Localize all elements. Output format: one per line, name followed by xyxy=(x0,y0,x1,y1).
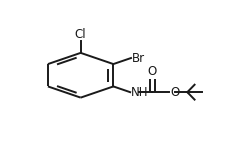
Text: O: O xyxy=(170,86,179,99)
Text: NH: NH xyxy=(131,86,148,99)
Text: Cl: Cl xyxy=(75,28,86,41)
Text: Br: Br xyxy=(132,52,145,65)
Text: O: O xyxy=(148,65,157,78)
